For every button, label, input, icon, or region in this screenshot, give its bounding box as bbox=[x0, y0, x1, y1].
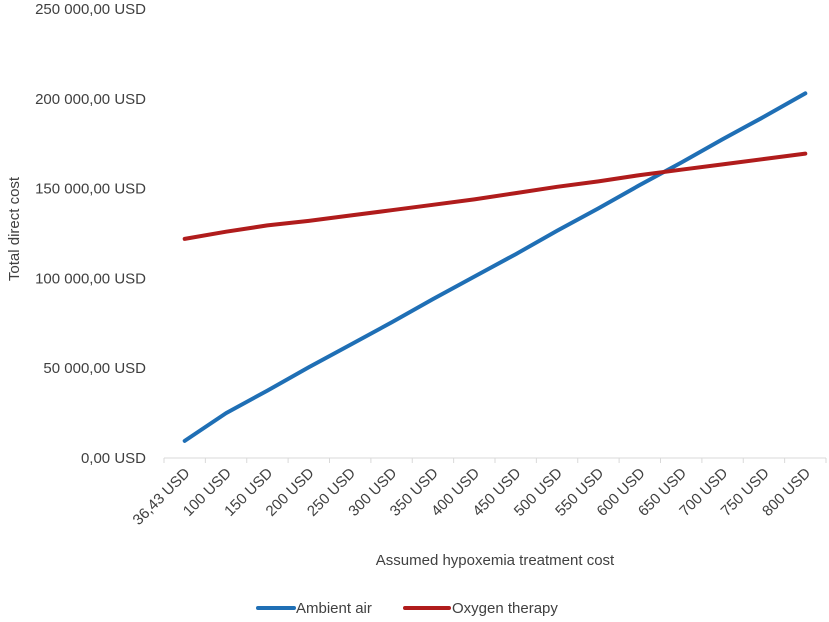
series-line-oxygen-therapy bbox=[182, 151, 808, 241]
y-axis-tick-labels: 0,00 USD 50 000,00 USD 100 000,00 USD 150 0… bbox=[35, 1, 146, 467]
legend-label: Ambient air bbox=[296, 600, 372, 617]
legend-label: Oxygen therapy bbox=[452, 600, 558, 617]
y-tick-label: 0,00 USD bbox=[81, 450, 146, 467]
y-tick-label: 150 000,00 USD bbox=[35, 181, 146, 198]
y-tick-label: 50 000,00 USD bbox=[43, 360, 146, 377]
legend: Ambient air Oxygen therapy bbox=[256, 600, 558, 617]
y-tick-label: 100 000,00 USD bbox=[35, 270, 146, 287]
series-lines bbox=[182, 91, 808, 443]
x-tick-label: 36,43 USD bbox=[130, 465, 194, 529]
y-tick-label: 200 000,00 USD bbox=[35, 91, 146, 108]
y-axis-title: Total direct cost bbox=[6, 176, 23, 281]
series-line-ambient-air bbox=[182, 91, 808, 443]
x-axis-title: Assumed hypoxemia treatment cost bbox=[376, 552, 615, 569]
y-tick-label: 250 000,00 USD bbox=[35, 1, 146, 18]
